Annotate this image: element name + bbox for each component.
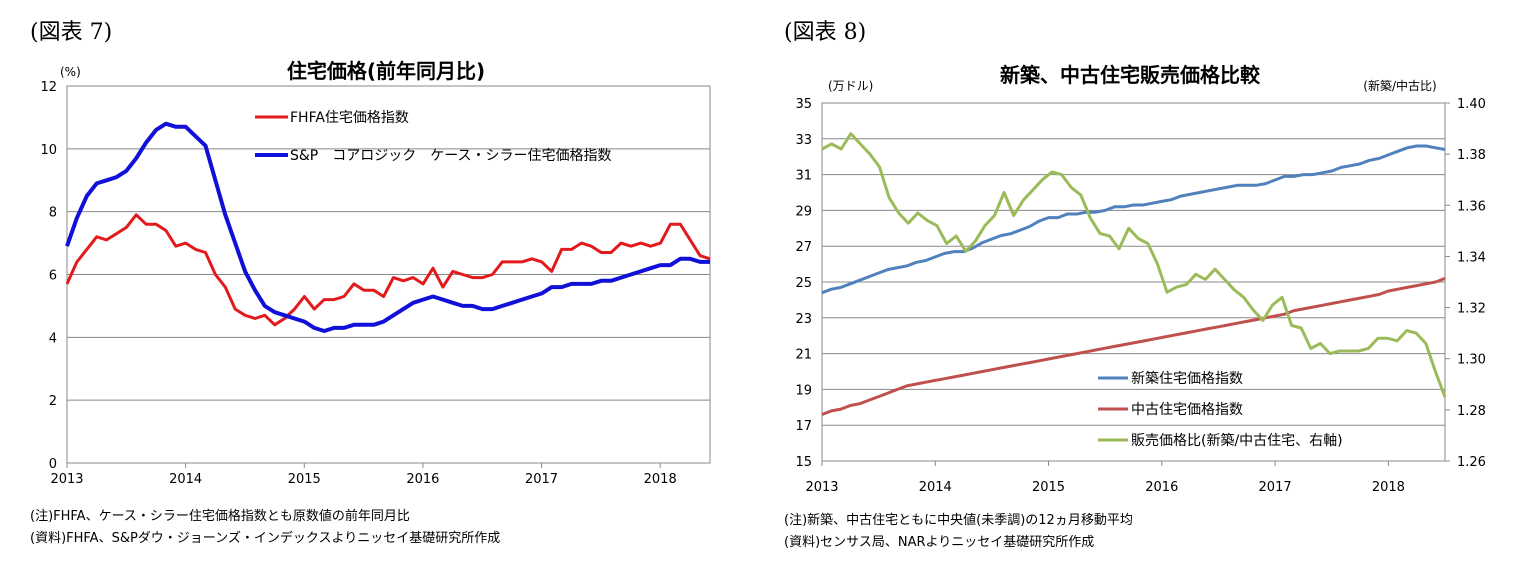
- y-tick-label-left: 29: [795, 204, 812, 219]
- x-tick-label: 2017: [1259, 480, 1292, 495]
- x-tick-label: 2018: [1372, 480, 1405, 495]
- series-line-fhfa: [65, 213, 711, 327]
- y-tick-label-right: 1.34: [1457, 250, 1486, 265]
- x-tick-label: 2018: [644, 472, 677, 487]
- series-line-existing-home: [821, 276, 1446, 416]
- y-axis-unit-left: (万ドル): [828, 79, 873, 93]
- y-tick-label-right: 1.30: [1457, 353, 1486, 368]
- x-tick-label: 2013: [50, 472, 83, 487]
- chart-panel-fig8: (図表 8) 15 17 19 21 23 25 27 29 31 33 35 1.26 1.28 1.3…: [760, 0, 1519, 578]
- legend-label: S&P コアロジック ケース・シラー住宅価格指数: [290, 148, 612, 164]
- legend-label: 中古住宅価格指数: [1131, 402, 1243, 418]
- chart-title: 住宅価格(前年同月比): [287, 59, 485, 83]
- chart-title: 新築、中古住宅販売価格比較: [1000, 63, 1261, 87]
- x-tick-label: 2014: [169, 472, 202, 487]
- note-text: (注)新築、中古住宅ともに中央値(未季調)の12ヵ月移動平均: [784, 513, 1133, 528]
- chart-panel-fig7: (図表 7) 0 2 4 6 8 10 12 2013 2014 2015 2016 2017 2018…: [30, 20, 711, 546]
- series-line-case-shiller: [65, 121, 710, 333]
- x-tick-label: 2016: [406, 472, 439, 487]
- y-tick-label-left: 33: [795, 133, 812, 148]
- y-tick-label: 12: [40, 80, 57, 95]
- source-text: (資料)FHFA、S&Pダウ・ジョーンズ・インデックスよりニッセイ基礎研究所作成: [30, 531, 501, 546]
- note-text: (注)FHFA、ケース・シラー住宅価格指数とも原数値の前年同月比: [30, 509, 410, 524]
- y-tick-label-left: 35: [795, 97, 812, 112]
- legend-label: FHFA住宅価格指数: [290, 110, 409, 126]
- x-tick-label: 2016: [1145, 480, 1178, 495]
- y-tick-label-left: 23: [795, 312, 812, 327]
- y-tick-label-left: 27: [795, 240, 812, 255]
- legend-label: 販売価格比(新築/中古住宅、右軸): [1131, 433, 1343, 449]
- y-tick-label-left: 25: [795, 276, 812, 291]
- source-text: (資料)センサス局、NARよりニッセイ基礎研究所作成: [784, 535, 1095, 550]
- y-tick-label: 6: [49, 269, 57, 284]
- series-line-new-home: [821, 144, 1446, 295]
- y-tick-label-right: 1.26: [1457, 455, 1486, 470]
- y-tick-label: 10: [40, 143, 57, 158]
- figure-label: (図表 8): [784, 20, 867, 45]
- y-tick-label: 8: [49, 206, 57, 221]
- x-tick-label: 2013: [805, 480, 838, 495]
- legend-label: 新築住宅価格指数: [1131, 371, 1243, 387]
- y-axis-unit: (%): [60, 65, 81, 79]
- y-tick-label-right: 1.36: [1457, 199, 1486, 214]
- y-tick-label-left: 19: [795, 383, 812, 398]
- y-tick-label-left: 31: [795, 169, 812, 184]
- y-tick-label-left: 15: [795, 455, 812, 470]
- x-tick-label: 2017: [525, 472, 558, 487]
- x-tick-label: 2015: [1032, 480, 1065, 495]
- y-tick-label: 0: [49, 457, 57, 472]
- figure-label: (図表 7): [30, 20, 113, 45]
- y-tick-label-left: 21: [795, 348, 812, 363]
- y-tick-label-right: 1.40: [1457, 97, 1486, 112]
- y-tick-label: 4: [49, 331, 57, 346]
- y-tick-label-right: 1.28: [1457, 404, 1486, 419]
- x-tick-label: 2015: [288, 472, 321, 487]
- y-tick-label: 2: [49, 394, 57, 409]
- series-line-price-ratio: [821, 132, 1447, 398]
- y-tick-label-right: 1.32: [1457, 302, 1486, 317]
- x-tick-label: 2014: [919, 480, 952, 495]
- new-vs-existing-price-chart: 15 17 19 21 23 25 27 29 31 33 35 1.26 1.28 1.30 1.32 1.…: [795, 63, 1486, 495]
- y-axis-unit-right: (新築/中古比): [1363, 78, 1436, 93]
- y-tick-label-left: 17: [795, 419, 812, 434]
- y-tick-label-right: 1.38: [1457, 148, 1486, 163]
- house-price-yoy-chart: 0 2 4 6 8 10 12 2013 2014 2015 2016 2017 2018 住宅価格(前年…: [40, 59, 711, 487]
